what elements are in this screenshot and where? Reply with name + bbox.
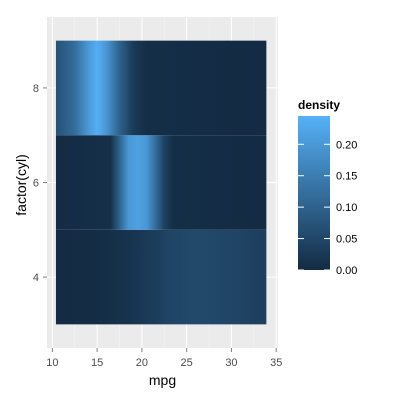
heatmap-row-cyl-6 <box>55 135 267 230</box>
legend-title: density <box>298 98 340 112</box>
x-tick-label: 35 <box>270 357 282 369</box>
x-tick-label: 20 <box>136 357 148 369</box>
legend-ticks: 0.00 0.05 0.10 0.15 0.20 <box>298 139 357 277</box>
x-axis-title: mpg <box>149 372 176 388</box>
heatmap-tiles <box>55 40 267 325</box>
heatmap-row-cyl-8 <box>55 40 267 136</box>
x-tick-label: 30 <box>225 357 237 369</box>
x-tick-label: 15 <box>91 357 103 369</box>
y-tick-label: 8 <box>33 83 39 95</box>
legend-break-label: 0.10 <box>336 202 357 214</box>
legend-colorbar <box>298 116 330 270</box>
y-axis-title: factor(cyl) <box>13 154 29 215</box>
legend-break-label: 0.20 <box>336 139 357 151</box>
x-axis: 10 15 20 25 30 35 <box>46 348 282 369</box>
x-tick-label: 10 <box>46 357 58 369</box>
legend-break-label: 0.15 <box>336 171 357 183</box>
y-axis: 4 6 8 <box>33 83 47 284</box>
legend-break-label: 0.05 <box>336 234 357 246</box>
legend-break-label: 0.00 <box>336 265 357 277</box>
y-tick-label: 4 <box>33 272 39 284</box>
heatmap-row-cyl-4 <box>55 229 267 325</box>
y-tick-label: 6 <box>33 178 39 190</box>
x-tick-label: 25 <box>181 357 193 369</box>
legend: density 0.00 0.05 0.10 0.15 0.20 <box>298 98 357 277</box>
